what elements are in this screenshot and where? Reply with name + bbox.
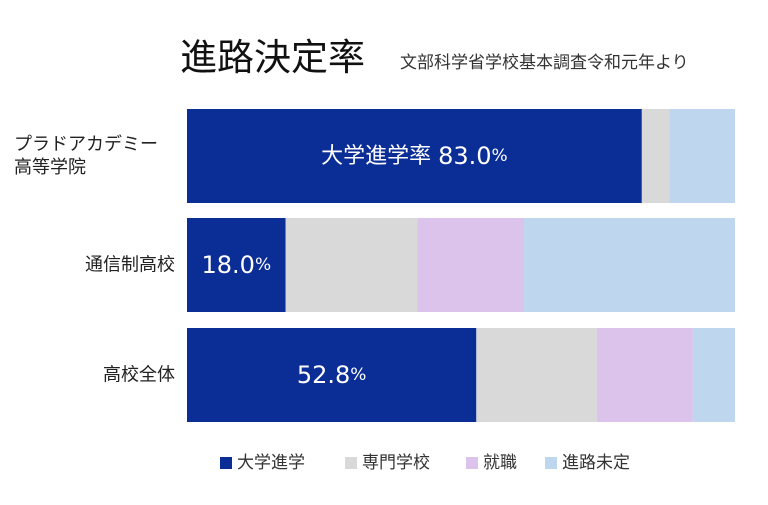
bar-segment-2-4 — [524, 218, 735, 312]
legend-label-1: 大学進学 — [237, 453, 305, 473]
bar-segment-1-2 — [641, 109, 670, 203]
legend-swatch-4 — [545, 457, 557, 469]
legend-label-2: 専門学校 — [362, 453, 430, 473]
bar-segment-3-1 — [187, 328, 477, 422]
bar-segment-3-3 — [596, 328, 693, 422]
data-label-3: 52.8% — [297, 361, 367, 389]
legend-swatch-2 — [345, 457, 357, 469]
category-label-1-line-2: 高等学院 — [14, 157, 86, 178]
bar-segment-3-4 — [692, 328, 735, 422]
bar-segment-2-2 — [285, 218, 418, 312]
category-label-1-line-1: プラドアカデミー — [14, 134, 158, 155]
bars-group — [187, 109, 735, 422]
bar-segment-2-1 — [187, 218, 286, 312]
bar-segment-2-3 — [417, 218, 525, 312]
legend: 大学進学 専門学校 就職 進路未定 — [220, 453, 630, 473]
legend-label-3: 就職 — [483, 453, 517, 473]
legend-label-4: 進路未定 — [562, 453, 630, 473]
chart-subtitle: 文部科学省学校基本調査令和元年より — [400, 53, 689, 73]
legend-swatch-1 — [220, 457, 232, 469]
bar-segment-1-1 — [187, 109, 642, 203]
data-labels-group: 大学進学率 83.0% 18.0% 52.8% — [202, 142, 508, 389]
data-label-1: 大学進学率 83.0% — [321, 142, 508, 170]
bar-segment-1-4 — [669, 109, 735, 203]
legend-swatch-3 — [466, 457, 478, 469]
chart-title: 進路決定率 — [180, 36, 365, 79]
data-label-2: 18.0% — [202, 251, 272, 279]
category-label-2: 通信制高校 — [85, 255, 175, 276]
category-label-3: 高校全体 — [103, 365, 175, 386]
bar-segment-3-2 — [476, 328, 597, 422]
